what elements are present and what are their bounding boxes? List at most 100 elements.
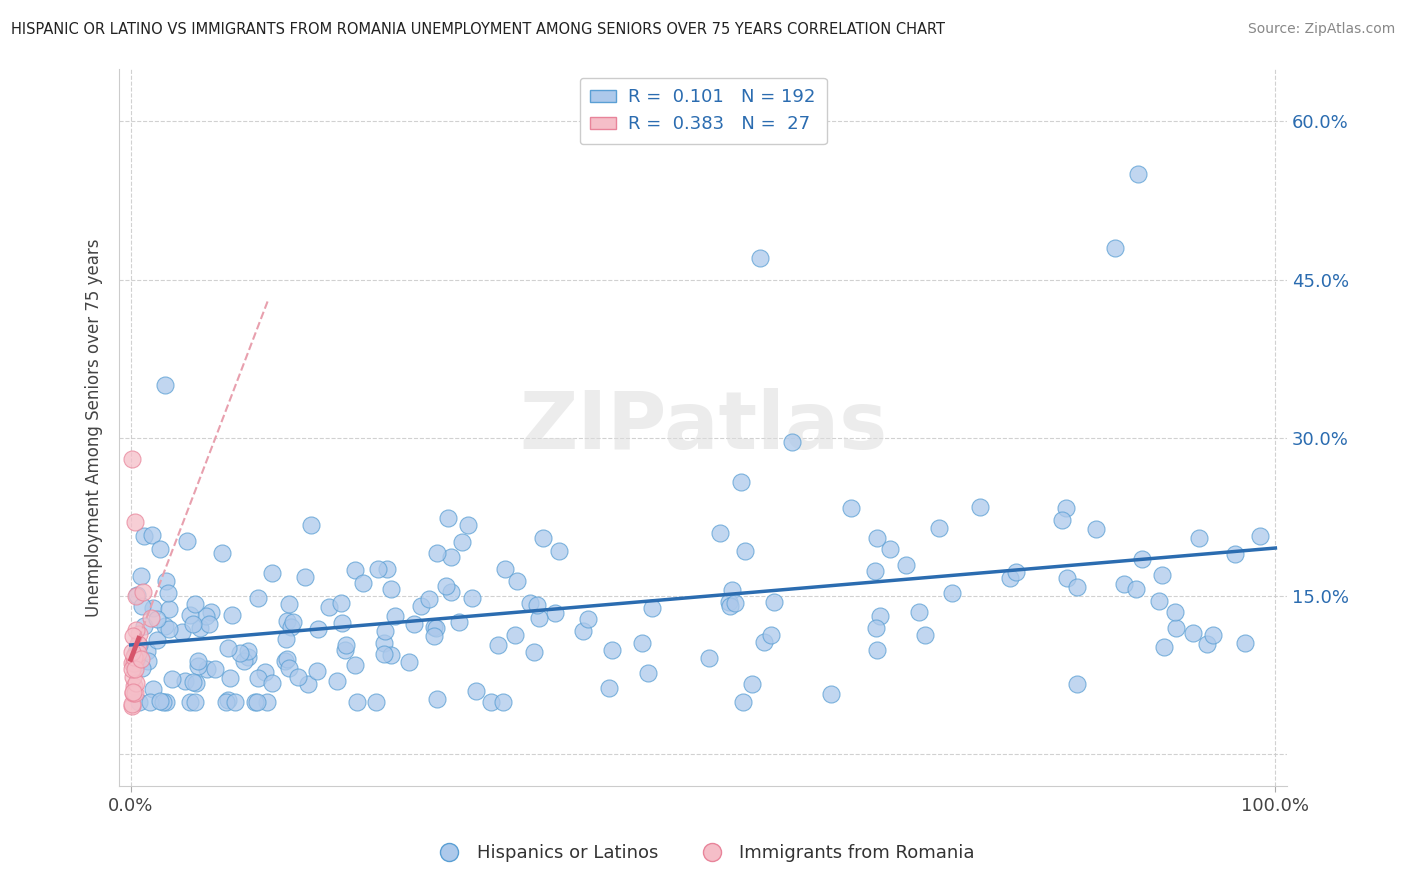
Point xyxy=(217,693,239,707)
Point xyxy=(865,621,887,635)
Point xyxy=(1126,167,1149,181)
Point xyxy=(121,645,143,659)
Point xyxy=(367,562,389,576)
Point xyxy=(346,695,368,709)
Point xyxy=(200,605,222,619)
Point xyxy=(637,666,659,681)
Point xyxy=(437,511,460,525)
Point xyxy=(139,695,162,709)
Point xyxy=(1223,547,1246,561)
Point xyxy=(184,676,207,690)
Point xyxy=(236,649,259,664)
Point xyxy=(125,588,148,602)
Point xyxy=(1112,577,1135,591)
Point xyxy=(384,609,406,624)
Point xyxy=(440,549,463,564)
Point xyxy=(641,600,664,615)
Point xyxy=(1152,568,1174,582)
Point xyxy=(155,695,177,709)
Point xyxy=(526,599,548,613)
Point xyxy=(125,653,148,667)
Point xyxy=(128,627,150,641)
Point xyxy=(124,686,146,700)
Point xyxy=(121,698,143,713)
Point xyxy=(160,673,183,687)
Point xyxy=(121,697,143,711)
Point xyxy=(181,675,204,690)
Point xyxy=(221,608,243,623)
Point xyxy=(1130,551,1153,566)
Point xyxy=(195,662,218,676)
Point xyxy=(138,654,160,668)
Point xyxy=(529,610,551,624)
Point xyxy=(519,596,541,610)
Point xyxy=(146,632,169,647)
Point xyxy=(941,586,963,600)
Point xyxy=(211,546,233,560)
Point xyxy=(820,687,842,701)
Point xyxy=(426,691,449,706)
Point xyxy=(307,622,329,636)
Point xyxy=(179,695,201,709)
Point xyxy=(373,647,395,661)
Point xyxy=(299,517,322,532)
Point xyxy=(121,661,143,675)
Point xyxy=(869,608,891,623)
Point xyxy=(297,677,319,691)
Point xyxy=(730,475,752,489)
Point xyxy=(122,685,145,699)
Point xyxy=(879,541,901,556)
Point xyxy=(447,615,470,629)
Point xyxy=(1054,501,1077,516)
Point xyxy=(188,621,211,635)
Point xyxy=(720,599,742,614)
Point xyxy=(598,681,620,695)
Point xyxy=(184,695,207,709)
Point xyxy=(229,646,252,660)
Point xyxy=(276,614,298,628)
Point xyxy=(380,648,402,663)
Point xyxy=(343,658,366,673)
Point xyxy=(374,624,396,639)
Point xyxy=(335,643,357,657)
Point xyxy=(1056,571,1078,585)
Point xyxy=(506,574,529,588)
Point xyxy=(247,672,270,686)
Point xyxy=(135,644,157,658)
Point xyxy=(153,378,176,392)
Point xyxy=(426,546,449,560)
Point xyxy=(1249,529,1271,543)
Point xyxy=(187,659,209,673)
Point xyxy=(307,665,329,679)
Point xyxy=(187,654,209,668)
Point xyxy=(246,695,269,709)
Point xyxy=(131,599,153,614)
Point xyxy=(1050,513,1073,527)
Point xyxy=(544,606,567,620)
Point xyxy=(183,598,205,612)
Point xyxy=(352,575,374,590)
Point xyxy=(132,619,155,633)
Point xyxy=(1202,628,1225,642)
Point xyxy=(149,694,172,708)
Point xyxy=(122,649,145,664)
Point xyxy=(157,585,180,599)
Point xyxy=(141,527,163,541)
Point xyxy=(914,628,936,642)
Point xyxy=(425,621,447,635)
Point xyxy=(204,662,226,676)
Point xyxy=(721,582,744,597)
Point xyxy=(398,655,420,669)
Point xyxy=(125,676,148,690)
Point xyxy=(723,596,745,610)
Point xyxy=(1182,626,1205,640)
Point xyxy=(998,571,1021,585)
Point xyxy=(142,600,165,615)
Point xyxy=(278,661,301,675)
Point xyxy=(440,585,463,599)
Point xyxy=(1066,580,1088,594)
Point xyxy=(195,609,218,624)
Point xyxy=(492,695,515,709)
Point xyxy=(124,516,146,530)
Point xyxy=(749,252,772,266)
